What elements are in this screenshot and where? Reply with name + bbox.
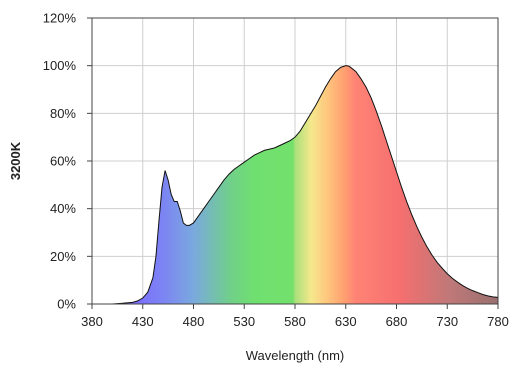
y-tick-label: 20%: [50, 249, 76, 264]
spectrum-line: [92, 65, 499, 305]
axis-ticks: 380 430 480 530 580 630 680 730 780 0% 20% 40% 60% 80…: [43, 11, 509, 330]
x-axis-title: Wavelength (nm): [246, 348, 345, 363]
x-tick-label: 680: [386, 314, 408, 329]
y-tick-label: 0%: [57, 297, 76, 312]
x-tick-label: 730: [436, 314, 458, 329]
x-tick-label: 430: [132, 314, 154, 329]
x-tick-label: 530: [233, 314, 255, 329]
y-tick-label: 80%: [50, 106, 76, 121]
y-axis-title: 3200K: [8, 141, 23, 180]
y-tick-label: 40%: [50, 201, 76, 216]
y-tick-label: 100%: [43, 58, 77, 73]
x-tick-label: 380: [81, 314, 103, 329]
x-tick-label: 630: [335, 314, 357, 329]
x-tick-label: 580: [284, 314, 306, 329]
x-tick-label: 480: [183, 314, 205, 329]
spectrum-area: [92, 65, 498, 304]
x-tick-label: 780: [487, 314, 509, 329]
y-tick-label: 120%: [43, 11, 77, 26]
y-tick-label: 60%: [50, 154, 76, 169]
